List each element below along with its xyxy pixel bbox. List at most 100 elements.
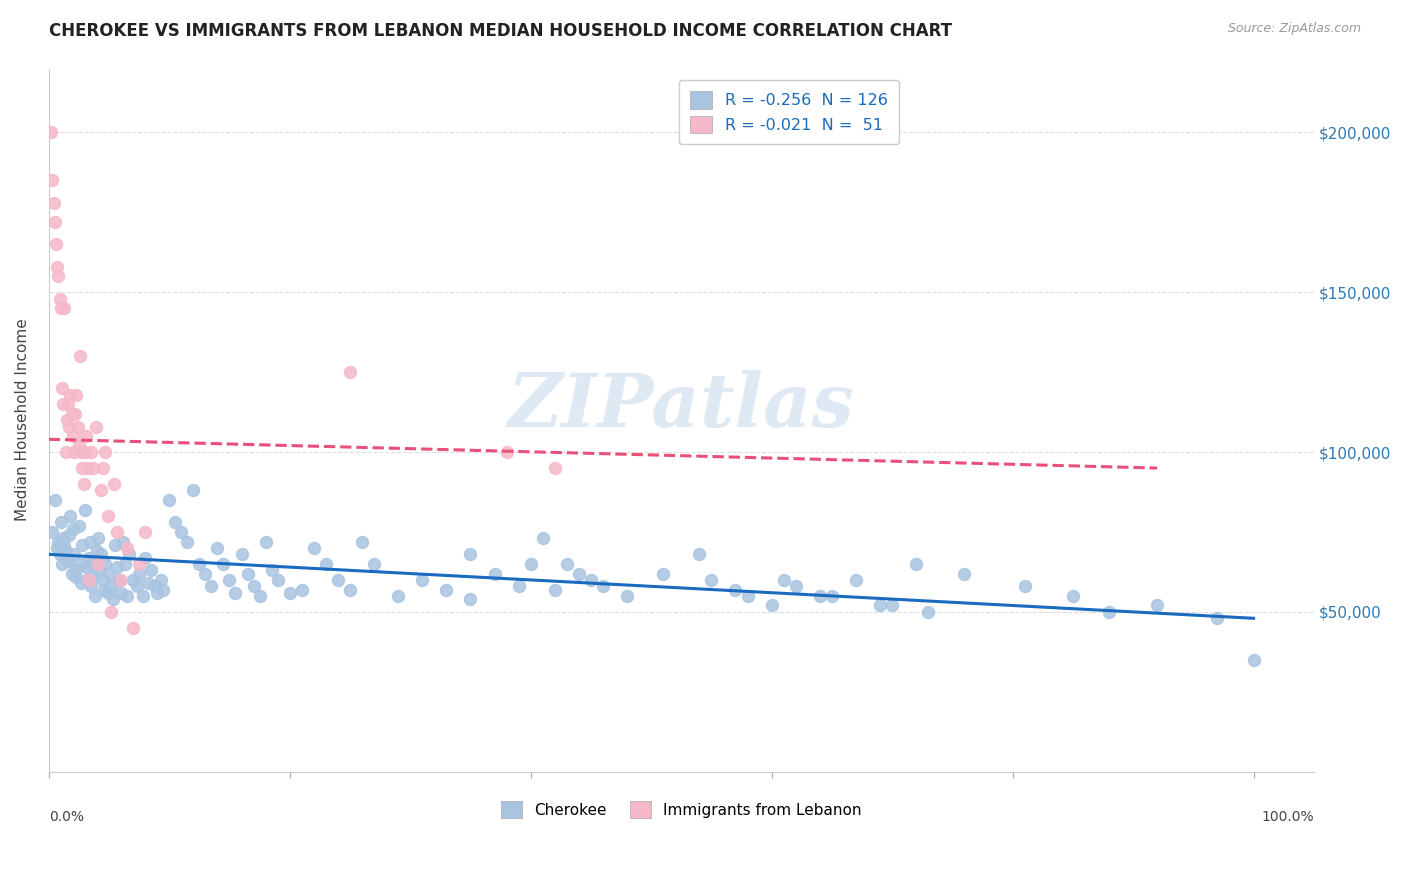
Point	[218, 573, 240, 587]
Point	[84, 419, 107, 434]
Point	[112, 534, 135, 549]
Point	[122, 573, 145, 587]
Point	[65, 563, 87, 577]
Point	[315, 557, 337, 571]
Point	[181, 483, 204, 498]
Text: 0.0%: 0.0%	[49, 810, 84, 824]
Point	[700, 573, 723, 587]
Point	[80, 445, 103, 459]
Point	[82, 461, 104, 475]
Point	[104, 538, 127, 552]
Point	[90, 547, 112, 561]
Point	[90, 483, 112, 498]
Point	[76, 461, 98, 475]
Point	[917, 605, 939, 619]
Text: CHEROKEE VS IMMIGRANTS FROM LEBANON MEDIAN HOUSEHOLD INCOME CORRELATION CHART: CHEROKEE VS IMMIGRANTS FROM LEBANON MEDI…	[49, 22, 952, 40]
Point	[56, 397, 79, 411]
Point	[98, 566, 121, 581]
Point	[69, 349, 91, 363]
Point	[91, 461, 114, 475]
Point	[249, 589, 271, 603]
Point	[188, 557, 211, 571]
Point	[278, 585, 301, 599]
Point	[141, 563, 163, 577]
Point	[508, 579, 530, 593]
Point	[266, 573, 288, 587]
Point	[231, 547, 253, 561]
Point	[207, 541, 229, 555]
Point	[62, 429, 84, 443]
Point	[59, 387, 82, 401]
Point	[75, 429, 97, 443]
Point	[107, 560, 129, 574]
Point	[100, 579, 122, 593]
Point	[579, 573, 602, 587]
Point	[176, 534, 198, 549]
Point	[56, 550, 79, 565]
Point	[143, 579, 166, 593]
Point	[114, 557, 136, 571]
Point	[905, 557, 928, 571]
Point	[100, 605, 122, 619]
Point	[134, 550, 156, 565]
Point	[52, 532, 75, 546]
Point	[56, 554, 79, 568]
Point	[48, 269, 70, 284]
Point	[83, 589, 105, 603]
Point	[72, 538, 94, 552]
Point	[41, 173, 63, 187]
Point	[49, 301, 72, 316]
Point	[688, 547, 710, 561]
Text: 100.0%: 100.0%	[1261, 810, 1313, 824]
Point	[75, 560, 97, 574]
Point	[80, 579, 103, 593]
Point	[302, 541, 325, 555]
Point	[737, 589, 759, 603]
Point	[363, 557, 385, 571]
Point	[97, 585, 120, 599]
Point	[48, 547, 70, 561]
Point	[434, 582, 457, 597]
Point	[60, 566, 83, 581]
Point	[58, 528, 80, 542]
Point	[49, 516, 72, 530]
Point	[544, 582, 567, 597]
Point	[1098, 605, 1121, 619]
Point	[70, 445, 93, 459]
Point	[55, 544, 77, 558]
Point	[122, 621, 145, 635]
Point	[260, 563, 283, 577]
Point	[484, 566, 506, 581]
Point	[51, 381, 73, 395]
Point	[55, 445, 77, 459]
Point	[69, 557, 91, 571]
Point	[89, 563, 111, 577]
Point	[97, 508, 120, 523]
Point	[86, 544, 108, 558]
Point	[107, 573, 129, 587]
Point	[387, 589, 409, 603]
Point	[339, 365, 361, 379]
Point	[953, 566, 976, 581]
Point	[52, 397, 75, 411]
Legend: Cherokee, Immigrants from Lebanon: Cherokee, Immigrants from Lebanon	[495, 795, 868, 824]
Point	[821, 589, 844, 603]
Point	[53, 538, 76, 552]
Point	[152, 582, 174, 597]
Point	[91, 573, 114, 587]
Point	[808, 589, 831, 603]
Point	[107, 524, 129, 539]
Point	[46, 541, 69, 555]
Point	[1243, 653, 1265, 667]
Point	[73, 502, 96, 516]
Point	[45, 237, 67, 252]
Point	[136, 576, 159, 591]
Point	[845, 573, 868, 587]
Point	[411, 573, 433, 587]
Point	[869, 599, 891, 613]
Point	[212, 557, 235, 571]
Point	[87, 557, 110, 571]
Point	[48, 534, 70, 549]
Point	[724, 582, 747, 597]
Point	[350, 534, 373, 549]
